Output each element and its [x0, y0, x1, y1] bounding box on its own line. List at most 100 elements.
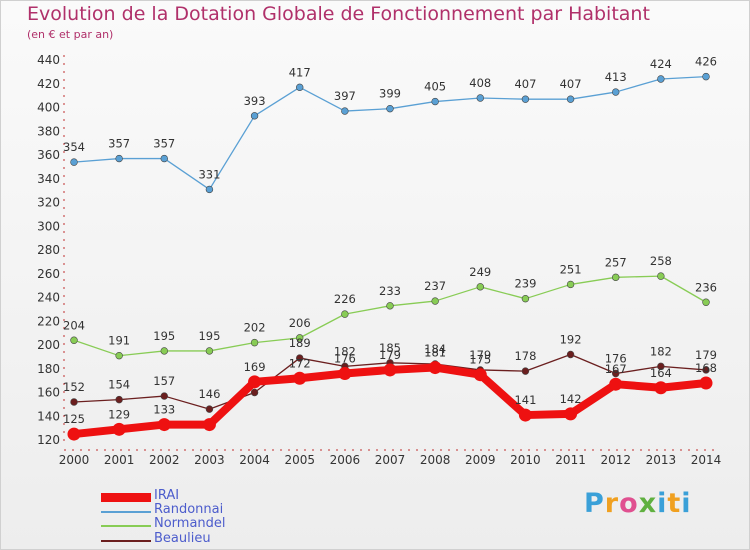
- data-label-irai: 129: [108, 407, 130, 421]
- data-label-beaulieu: 185: [379, 341, 401, 355]
- data-point-normandel: [70, 336, 78, 344]
- data-point-normandel: [160, 347, 168, 355]
- data-label-randonnai: 426: [695, 55, 717, 69]
- data-point-irai: [654, 381, 668, 395]
- x-tick-label: 2011: [555, 453, 586, 467]
- data-label-irai: 169: [244, 360, 266, 374]
- data-label-normandel: 206: [289, 316, 311, 330]
- data-point-beaulieu: [205, 405, 214, 413]
- data-label-normandel: 195: [153, 329, 175, 343]
- data-label-beaulieu: 182: [650, 344, 672, 358]
- data-point-normandel: [476, 283, 484, 291]
- data-label-irai: 167: [605, 362, 627, 376]
- x-tick-label: 2004: [239, 453, 270, 467]
- data-point-irai: [293, 371, 307, 385]
- data-label-irai: 125: [63, 412, 85, 426]
- y-tick-label: 320: [37, 196, 60, 210]
- data-label-normandel: 239: [514, 277, 536, 291]
- data-label-normandel: 251: [560, 262, 582, 276]
- data-point-randonnai: [566, 95, 575, 103]
- data-label-normandel: 257: [605, 255, 627, 269]
- chart-subtitle: (en € et par an): [27, 28, 114, 41]
- y-tick-label: 380: [37, 124, 60, 138]
- x-tick-label: 2014: [691, 453, 722, 467]
- data-point-randonnai: [657, 75, 665, 83]
- data-label-beaulieu: 176: [605, 352, 627, 366]
- data-point-normandel: [657, 272, 665, 280]
- data-label-randonnai: 424: [650, 57, 672, 71]
- data-label-randonnai: 393: [244, 94, 266, 108]
- data-label-normandel: 191: [108, 334, 130, 348]
- y-tick-label: 240: [37, 291, 60, 305]
- data-label-randonnai: 413: [605, 70, 627, 84]
- data-label-normandel: 237: [424, 279, 446, 293]
- data-label-beaulieu: 157: [153, 374, 175, 388]
- data-label-irai: 168: [695, 361, 717, 375]
- legend-swatch-normandel: [101, 525, 151, 527]
- data-point-randonnai: [70, 158, 78, 166]
- data-label-randonnai: 357: [108, 137, 130, 151]
- data-point-normandel: [386, 302, 394, 310]
- data-label-normandel: 195: [198, 329, 220, 343]
- data-point-normandel: [115, 351, 123, 360]
- data-point-irai: [518, 408, 532, 422]
- data-point-normandel: [296, 334, 304, 342]
- data-point-randonnai: [250, 112, 259, 120]
- x-tick-label: 2008: [420, 453, 451, 467]
- y-tick-label: 260: [37, 267, 60, 281]
- data-point-beaulieu: [657, 362, 665, 371]
- data-point-irai: [564, 407, 578, 421]
- data-label-normandel: 204: [63, 318, 85, 332]
- data-label-randonnai: 354: [63, 140, 85, 154]
- data-label-irai: 133: [153, 403, 175, 417]
- data-label-normandel: 249: [469, 265, 491, 279]
- x-tick-label: 2013: [646, 453, 677, 467]
- data-label-beaulieu: 152: [63, 380, 85, 394]
- data-point-normandel: [612, 273, 620, 282]
- data-label-beaulieu: 192: [560, 333, 582, 347]
- data-point-irai: [248, 375, 262, 389]
- data-label-randonnai: 417: [289, 65, 311, 79]
- data-label-irai: 142: [560, 392, 582, 406]
- data-point-randonnai: [521, 95, 530, 103]
- data-label-randonnai: 405: [424, 80, 446, 94]
- data-label-randonnai: 357: [153, 137, 175, 151]
- legend-swatch-irai: [101, 493, 151, 502]
- data-point-irai: [338, 367, 352, 380]
- data-point-randonnai: [431, 97, 439, 106]
- y-tick-label: 220: [37, 314, 60, 328]
- x-tick-label: 2005: [284, 453, 315, 467]
- x-tick-label: 2007: [375, 453, 406, 467]
- data-point-beaulieu: [115, 395, 123, 404]
- data-point-randonnai: [476, 94, 484, 102]
- data-point-irai: [699, 376, 713, 390]
- data-point-beaulieu: [521, 367, 530, 375]
- y-tick-label: 180: [37, 362, 60, 376]
- legend-swatch-randonnai: [101, 511, 151, 513]
- data-point-irai: [609, 377, 623, 391]
- data-point-normandel: [566, 280, 575, 289]
- data-point-beaulieu: [296, 354, 304, 362]
- data-label-beaulieu: 179: [695, 348, 717, 362]
- data-label-irai: 181: [424, 346, 446, 360]
- chart-title: Evolution de la Dotation Globale de Fonc…: [27, 3, 650, 25]
- x-tick-label: 2009: [465, 453, 496, 467]
- data-label-irai: 176: [334, 352, 356, 366]
- legend-label-irai: IRAI: [154, 488, 180, 503]
- data-label-beaulieu: 189: [289, 336, 311, 350]
- y-tick-label: 360: [37, 148, 60, 162]
- data-label-beaulieu: 154: [108, 378, 130, 392]
- data-point-irai: [202, 418, 216, 432]
- data-label-beaulieu: 182: [334, 344, 356, 358]
- data-label-irai: 175: [469, 353, 491, 367]
- data-label-randonnai: 399: [379, 87, 401, 101]
- y-tick-label: 160: [37, 386, 60, 400]
- data-label-irai: 172: [289, 356, 311, 370]
- data-point-irai: [157, 418, 171, 432]
- data-label-randonnai: 407: [514, 77, 536, 91]
- data-point-normandel: [341, 310, 349, 318]
- data-point-irai: [428, 361, 442, 375]
- legend-swatch-beaulieu: [101, 540, 151, 542]
